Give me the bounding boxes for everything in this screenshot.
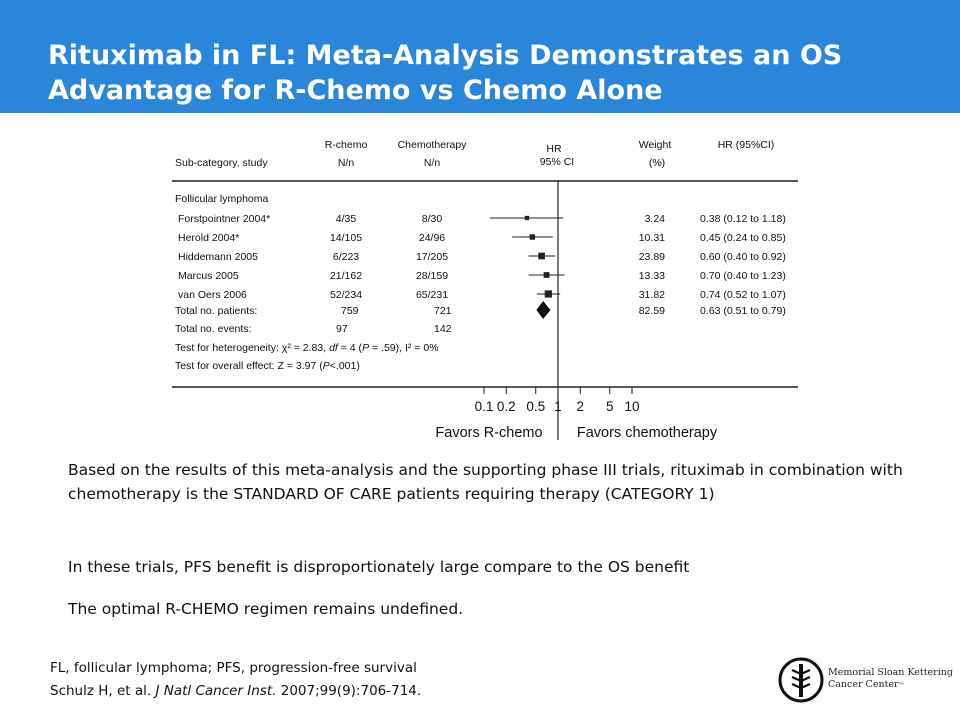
total-patients-hr: 0.63 (0.51 to 0.79) bbox=[700, 305, 786, 317]
total-patients-chemo: 721 bbox=[434, 305, 452, 317]
x-tick-label: 0.2 bbox=[497, 399, 516, 414]
study-point-estimate bbox=[529, 234, 536, 240]
slide-title-line-2: Advantage for R-Chemo vs Chemo Alone bbox=[48, 75, 663, 106]
study-rchemo: 4/35 bbox=[336, 213, 357, 225]
study-row: Hiddemann 2005 6/223 17/205 23.89 0.60 (0.40… bbox=[178, 251, 786, 263]
x-tick-label: 0.1 bbox=[475, 399, 494, 414]
col-header-study: Sub-category, study bbox=[175, 157, 268, 169]
study-chemo: 28/159 bbox=[416, 270, 448, 282]
x-tick: 0.5 bbox=[526, 387, 545, 414]
x-tick-label: 10 bbox=[624, 399, 639, 414]
study-point-estimate bbox=[538, 252, 545, 260]
x-tick-label: 0.5 bbox=[526, 399, 545, 414]
total-events-label: Total no. events: bbox=[175, 323, 251, 335]
study-rchemo: 52/234 bbox=[330, 289, 362, 301]
study-rows: Forstpointner 2004* 4/35 8/30 3.24 0.38 (0.1… bbox=[178, 213, 786, 301]
col-header-chemo: Chemotherapy bbox=[398, 139, 468, 151]
forest-plot: Sub-category, study R-chemo N/n Chemothe… bbox=[172, 139, 798, 441]
logo-line-1: Memorial Sloan Kettering bbox=[828, 667, 953, 678]
study-row: Herold 2004* 14/105 24/96 10.31 0.45 (0.24 t… bbox=[178, 232, 786, 244]
study-name: Marcus 2005 bbox=[178, 270, 239, 282]
footnote: FL, follicular lymphoma; PFS, progressio… bbox=[50, 657, 421, 703]
overall-effect-test: Test for overall effect: Z = 3.97 (P<.00… bbox=[175, 360, 360, 372]
slide-title: Rituximab in FL: Meta-Analysis Demonstra… bbox=[48, 38, 928, 108]
total-events-row: Total no. events: 97 142 bbox=[175, 323, 452, 335]
study-point-estimate bbox=[524, 215, 530, 221]
x-tick-label: 5 bbox=[606, 399, 614, 414]
study-chemo: 17/205 bbox=[416, 251, 448, 263]
study-rchemo: 6/223 bbox=[333, 251, 359, 263]
footnote-citation: Schulz H, et al. J Natl Cancer Inst. 200… bbox=[50, 683, 422, 699]
total-patients-row: Total no. patients: 759 721 82.59 0.63 (… bbox=[175, 305, 786, 317]
study-name: Herold 2004* bbox=[178, 232, 239, 244]
study-hr-ci: 0.70 (0.40 to 1.23) bbox=[700, 270, 786, 282]
col-header-rchemo-n: N/n bbox=[338, 157, 355, 169]
col-header-rchemo: R-chemo bbox=[325, 139, 368, 151]
mskcc-emblem-icon bbox=[778, 657, 824, 703]
x-axis: 0.1 0.2 0.5 1 2 5 10 bbox=[475, 387, 640, 414]
x-tick: 2 bbox=[577, 387, 585, 414]
study-name: van Oers 2006 bbox=[178, 289, 247, 301]
study-hr-ci: 0.38 (0.12 to 1.18) bbox=[700, 213, 786, 225]
total-patients-rchemo: 759 bbox=[341, 305, 359, 317]
total-patients-label: Total no. patients: bbox=[175, 305, 257, 317]
study-weight: 10.31 bbox=[639, 232, 665, 244]
study-rchemo: 14/105 bbox=[330, 232, 362, 244]
subgroup-label: Follicular lymphoma bbox=[175, 193, 269, 205]
study-weight: 23.89 bbox=[639, 251, 665, 263]
study-name: Forstpointner 2004* bbox=[178, 213, 270, 225]
study-point-estimate bbox=[544, 290, 552, 298]
forest-header: Sub-category, study R-chemo N/n Chemothe… bbox=[175, 139, 774, 169]
favors-right-label: Favors chemotherapy bbox=[577, 425, 718, 441]
total-patients-weight: 82.59 bbox=[639, 305, 665, 317]
col-header-weight: Weight bbox=[639, 139, 672, 151]
x-tick-label: 2 bbox=[577, 399, 585, 414]
bullet-standard-of-care: Based on the results of this meta-analys… bbox=[68, 461, 903, 503]
study-name: Hiddemann 2005 bbox=[178, 251, 258, 263]
x-tick: 1 bbox=[554, 399, 562, 414]
total-events-rchemo: 97 bbox=[336, 323, 348, 335]
study-weight: 31.82 bbox=[639, 289, 665, 301]
x-tick: 0.1 bbox=[475, 387, 494, 414]
col-header-hr-ci: 95% CI bbox=[540, 156, 574, 168]
slide-title-line-1: Rituximab in FL: Meta-Analysis Demonstra… bbox=[48, 40, 843, 71]
bullet-regimen-undefined: The optimal R-CHEMO regimen remains unde… bbox=[68, 600, 464, 618]
col-header-hr-95ci: HR (95%CI) bbox=[718, 139, 775, 151]
total-events-chemo: 142 bbox=[434, 323, 452, 335]
study-point-estimate bbox=[543, 272, 550, 278]
study-hr-ci: 0.74 (0.52 to 1.07) bbox=[700, 289, 786, 301]
study-weight: 3.24 bbox=[645, 213, 666, 225]
study-row: Forstpointner 2004* 4/35 8/30 3.24 0.38 (0.1… bbox=[178, 213, 786, 225]
study-row: van Oers 2006 52/234 65/231 31.82 0.74 (0.52… bbox=[178, 289, 786, 301]
study-chemo: 24/96 bbox=[419, 232, 445, 244]
mskcc-logo: Memorial Sloan Kettering Cancer Center™ bbox=[778, 655, 953, 707]
col-header-weight-unit: (%) bbox=[649, 157, 665, 169]
favors-left-label: Favors R-chemo bbox=[435, 425, 542, 441]
footnote-abbreviations: FL, follicular lymphoma; PFS, progressio… bbox=[50, 660, 417, 676]
study-rchemo: 21/162 bbox=[330, 270, 362, 282]
heterogeneity-test: Test for heterogeneity: χ² = 2.83, df = … bbox=[175, 342, 439, 354]
x-tick: 10 bbox=[624, 387, 640, 414]
bullet-pfs-benefit: In these trials, PFS benefit is dispropo… bbox=[68, 558, 690, 576]
study-weight: 13.33 bbox=[639, 270, 665, 282]
study-hr-ci: 0.60 (0.40 to 0.92) bbox=[700, 251, 786, 263]
title-bar bbox=[0, 0, 960, 113]
x-tick-label: 1 bbox=[554, 399, 562, 414]
logo-line-2: Cancer Center™ bbox=[828, 679, 905, 690]
study-hr-ci: 0.45 (0.24 to 0.85) bbox=[700, 232, 786, 244]
summary-diamond bbox=[536, 301, 551, 319]
col-header-hr: HR bbox=[546, 143, 562, 155]
x-tick: 0.2 bbox=[497, 387, 516, 414]
study-chemo: 8/30 bbox=[422, 213, 443, 225]
study-row: Marcus 2005 21/162 28/159 13.33 0.70 (0.40 t… bbox=[178, 270, 786, 282]
col-header-chemo-n: N/n bbox=[424, 157, 441, 169]
mskcc-wordmark: Memorial Sloan Kettering Cancer Center™ bbox=[828, 667, 953, 692]
study-chemo: 65/231 bbox=[416, 289, 448, 301]
x-tick: 5 bbox=[606, 387, 614, 414]
